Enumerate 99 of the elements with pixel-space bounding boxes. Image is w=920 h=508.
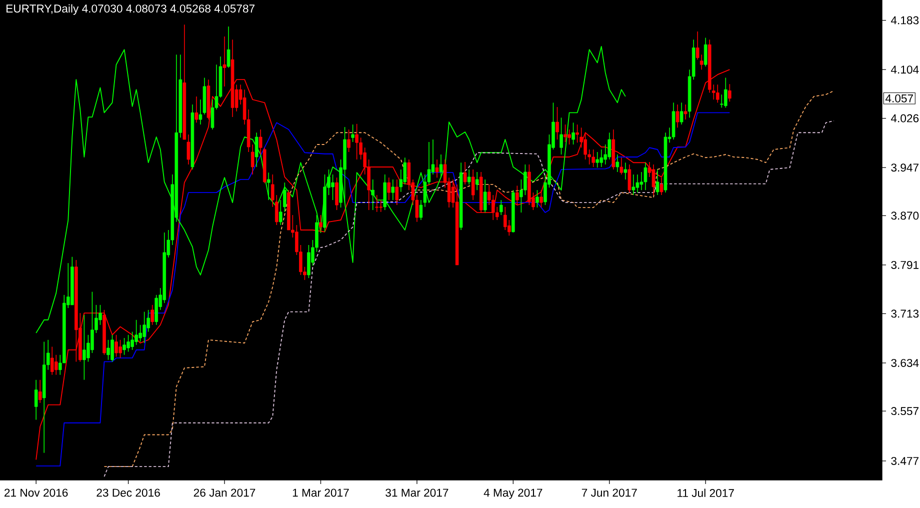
y-tick-label: 4.104: [890, 66, 919, 74]
candlestick: [379, 200, 383, 212]
candlestick: [435, 159, 439, 178]
candlestick: [222, 36, 226, 87]
candlestick: [724, 77, 728, 108]
candlestick: [307, 244, 310, 278]
candlestick: [371, 179, 374, 210]
candlestick: [656, 169, 660, 196]
candlestick: [351, 124, 354, 142]
candlestick: [680, 102, 684, 125]
y-tick-label: 3.947: [891, 164, 918, 172]
candlestick: [471, 169, 475, 200]
candlestick: [38, 379, 42, 404]
candlestick: [395, 179, 399, 206]
candlestick: [564, 124, 567, 142]
candlestick: [194, 96, 198, 124]
y-tick-label: 4.026: [890, 114, 919, 122]
candlestick: [632, 174, 636, 196]
candlestick: [138, 324, 142, 342]
candlestick: [467, 169, 471, 185]
y-tick-label: 3.713: [891, 310, 919, 318]
candlestick: [728, 84, 732, 102]
candlestick: [331, 174, 334, 200]
candlestick: [504, 206, 507, 230]
candlestick: [226, 26, 230, 68]
candlestick: [130, 331, 134, 350]
candlestick: [375, 194, 378, 212]
candlestick: [34, 379, 38, 420]
candlestick: [556, 106, 559, 140]
candlestick: [704, 37, 708, 67]
candlestick: [676, 104, 680, 128]
candlestick: [524, 164, 527, 196]
candlestick: [684, 104, 688, 120]
candlestick: [636, 174, 640, 193]
candlestick: [118, 339, 122, 358]
candlestick: [266, 172, 270, 200]
candlestick: [600, 149, 604, 168]
candlestick: [572, 122, 575, 145]
candlestick: [50, 346, 54, 376]
candlestick: [463, 162, 467, 185]
line-series: [36, 46, 626, 334]
candlestick: [628, 164, 632, 193]
candlestick: [596, 152, 600, 168]
x-tick-label: 31 Mar 2017: [386, 488, 448, 497]
candlestick: [54, 354, 58, 376]
x-tick-label: 11 Jul 2017: [678, 488, 734, 498]
chart-title: EURTRY,Daily 4.07030 4.08073 4.05268 4.05787: [6, 4, 255, 15]
candlestick: [122, 338, 126, 356]
candlestick: [387, 177, 391, 200]
candlestick: [540, 190, 543, 208]
candlestick: [568, 129, 571, 145]
x-tick-label: 7 Jun 2017: [582, 488, 637, 497]
candlestick: [126, 334, 130, 352]
candlestick: [335, 177, 338, 210]
candlestick: [516, 185, 519, 206]
candlestick: [560, 117, 563, 155]
x-tick-label: 21 Nov 2016: [4, 488, 68, 497]
candlestick: [319, 214, 322, 232]
text: 4.057: [885, 94, 913, 102]
candlestick: [491, 194, 495, 220]
candlestick: [616, 154, 620, 172]
x-tick-label: 23 Dec 2016: [96, 488, 160, 497]
candlestick: [134, 319, 138, 346]
candlestick: [652, 164, 656, 196]
candlestick: [114, 334, 118, 358]
candlestick: [106, 339, 110, 360]
candlestick: [142, 311, 146, 344]
y-tick-label: 3.634: [891, 358, 919, 367]
candlestick: [716, 84, 720, 104]
candlestick: [254, 132, 258, 168]
candlestick: [499, 200, 503, 216]
candlestick: [536, 190, 539, 208]
candlestick: [483, 179, 487, 213]
y-tick-label: 3.557: [891, 407, 918, 416]
candlestick: [620, 157, 624, 175]
y-tick-label: 3.870: [891, 212, 919, 220]
candlestick: [439, 154, 443, 178]
candlestick: [150, 304, 154, 326]
candlestick: [110, 334, 114, 362]
candlestick: [660, 177, 664, 196]
x-tick-label: 1 Mar 2017: [292, 488, 349, 497]
candlestick: [475, 172, 479, 190]
candlestick: [644, 162, 648, 190]
candlestick: [347, 129, 350, 152]
y-tick-label: 3.791: [891, 260, 919, 269]
candlestick: [592, 149, 595, 168]
candlestick: [640, 172, 644, 190]
candlestick: [391, 179, 395, 200]
x-tick-label: 26 Jan 2017: [194, 488, 256, 497]
x-tick-label: 4 May 2017: [484, 488, 542, 499]
candlestick: [154, 294, 158, 326]
candlestick: [576, 124, 579, 144]
candlestick: [355, 124, 358, 160]
candlestick: [624, 162, 628, 180]
y-tick-label: 4.183: [890, 16, 919, 24]
y-tick-label: 3.477: [891, 456, 918, 465]
candlestick: [82, 314, 86, 380]
candlestick: [186, 134, 190, 165]
candlestick: [584, 132, 587, 160]
